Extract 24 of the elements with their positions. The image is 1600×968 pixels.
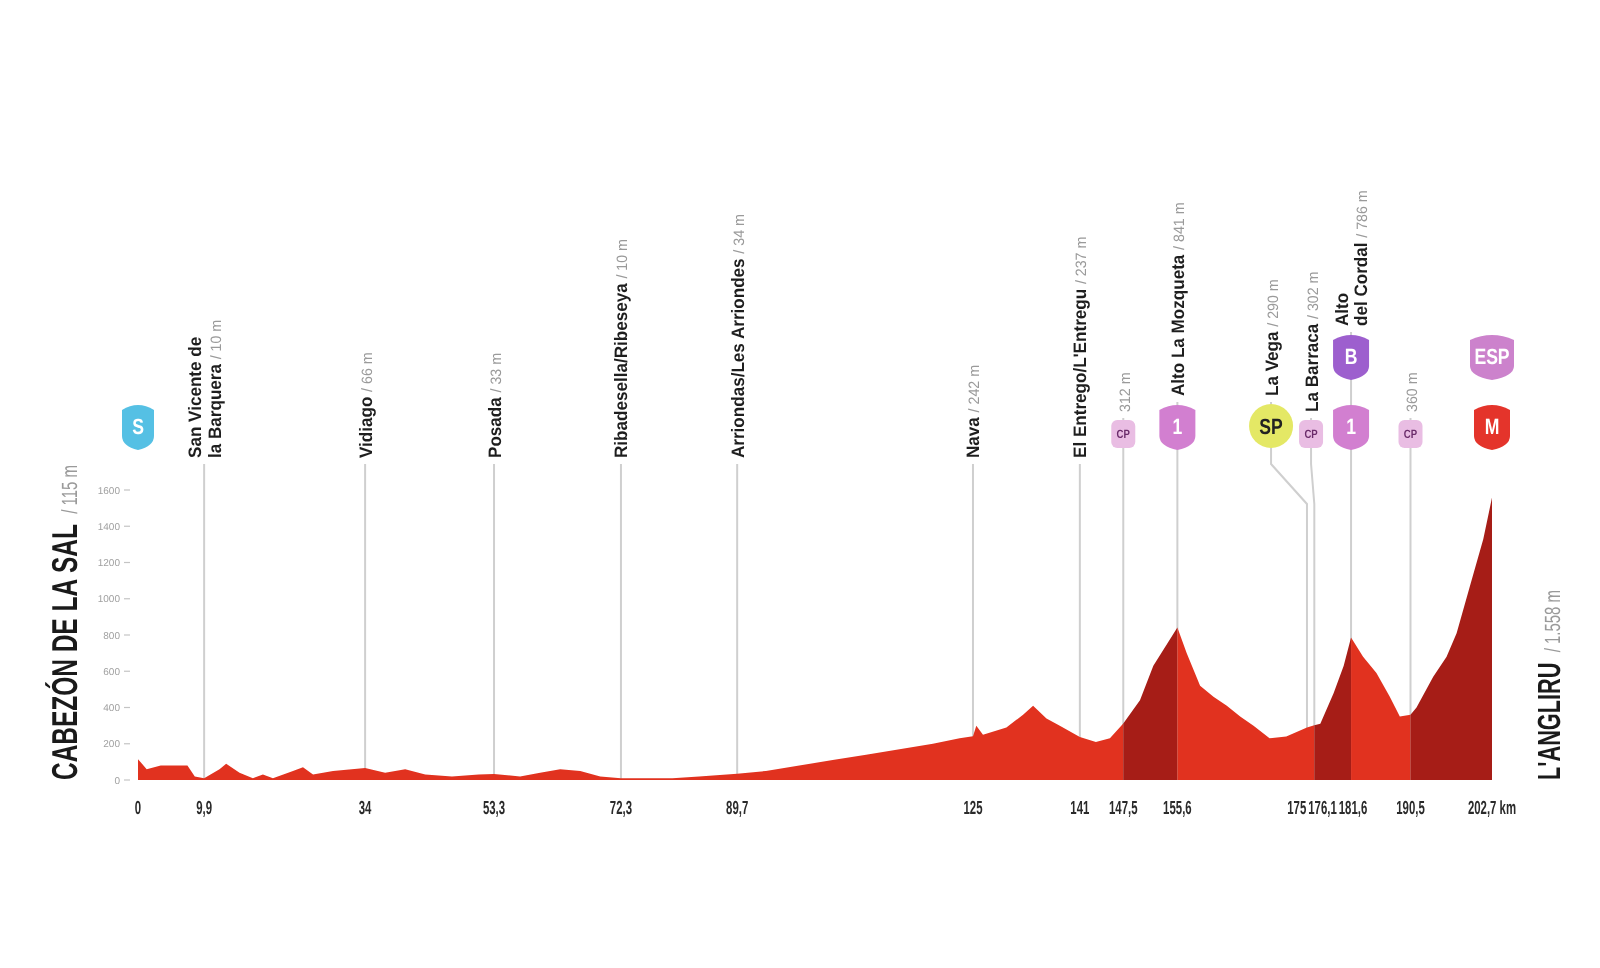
text: M [1484,416,1500,441]
y-axis-title: CABEZÓN DE LA SAL / 115 m [44,464,87,780]
x-tick-label: 9,9 [196,797,213,819]
x-tick-label: 147,5 [1109,797,1139,819]
text: B [1344,346,1358,371]
x-tick-label: 34 [358,797,373,819]
x-tick-label: 155,6 [1163,797,1193,819]
text: 1 [1172,416,1184,441]
x-tick-label: 125 [963,797,984,819]
x-tick-label: 89,7 [726,797,750,819]
x-tick-label: 190,5 [1396,797,1426,819]
y2-axis-title: L'ANGLIRU / 1.558 m [1531,589,1567,780]
x-tick-label: 141 [1070,797,1091,819]
x-tick-label: 181,6 [1338,797,1369,819]
text: ESP [1474,346,1511,371]
x-tick-label: 176,1 [1308,797,1338,819]
text: 1 [1346,416,1357,441]
text: S [132,416,145,441]
x-tick-label: 53,3 [482,797,507,819]
x-tick-label: 72,3 [609,797,633,819]
x-tick-label: 202,7 km [1467,797,1517,819]
x-tick-label: 175 [1287,797,1308,819]
x-tick-label: 0 [134,797,143,819]
text: SP [1259,416,1284,441]
